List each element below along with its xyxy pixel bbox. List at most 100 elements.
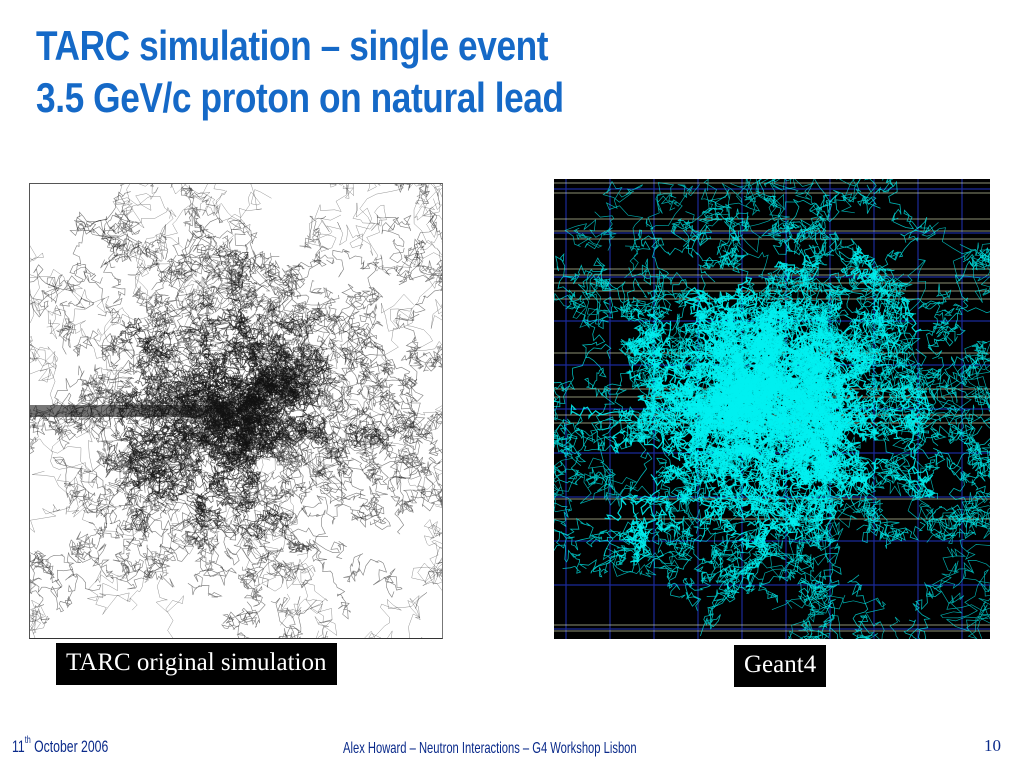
particle-track xyxy=(46,398,116,431)
particle-track xyxy=(224,418,270,448)
particle-track xyxy=(628,271,699,347)
particle-track xyxy=(109,203,174,277)
particle-track xyxy=(427,558,442,586)
particle-track xyxy=(688,420,731,469)
particle-track xyxy=(255,431,343,493)
particle-track xyxy=(252,253,299,301)
particle-track xyxy=(180,184,262,222)
particle-track xyxy=(624,487,693,554)
particle-track xyxy=(219,368,268,396)
particle-track xyxy=(194,532,237,586)
particle-track xyxy=(30,497,141,540)
particle-track xyxy=(422,348,442,372)
particle-track xyxy=(868,375,930,409)
particle-track xyxy=(195,352,251,390)
particle-track xyxy=(808,299,845,411)
particle-track xyxy=(400,345,442,432)
particle-track xyxy=(270,596,304,638)
particle-track xyxy=(947,408,990,467)
particle-track xyxy=(758,467,812,493)
particle-track xyxy=(610,430,695,468)
particle-track xyxy=(168,448,216,497)
particle-track xyxy=(717,208,750,274)
particle-track xyxy=(881,413,929,450)
particle-track xyxy=(792,412,841,505)
geant4-caption: Geant4 xyxy=(734,645,827,687)
particle-track xyxy=(636,394,675,443)
particle-track xyxy=(387,453,441,493)
particle-track xyxy=(126,428,161,468)
particle-track xyxy=(731,468,771,530)
particle-track xyxy=(350,486,383,521)
particle-track xyxy=(718,482,779,522)
particle-track xyxy=(30,409,51,454)
particle-track xyxy=(840,245,886,291)
particle-track xyxy=(207,344,244,434)
particle-track xyxy=(975,393,990,423)
particle-track xyxy=(718,550,814,592)
particle-track xyxy=(805,518,844,549)
particle-track xyxy=(650,416,681,479)
particle-track xyxy=(61,385,135,440)
particle-track xyxy=(198,435,242,466)
particle-track xyxy=(141,224,168,283)
particle-track xyxy=(30,543,91,576)
tarc-tracks-image xyxy=(30,184,442,638)
particle-track xyxy=(239,491,298,541)
particle-track xyxy=(554,295,606,408)
particle-track xyxy=(393,184,442,205)
particle-track xyxy=(161,502,297,592)
particle-track xyxy=(963,437,990,472)
particle-track xyxy=(716,510,775,557)
particle-track xyxy=(85,273,149,397)
particle-track xyxy=(604,494,683,533)
particle-track xyxy=(272,430,303,500)
particle-track xyxy=(128,431,177,477)
particle-track xyxy=(144,331,182,393)
particle-track xyxy=(407,458,442,508)
particle-track xyxy=(694,442,762,486)
particle-track xyxy=(959,459,990,498)
particle-track xyxy=(308,184,354,247)
particle-track xyxy=(221,599,317,638)
particle-track xyxy=(183,515,266,566)
particle-track xyxy=(147,311,187,374)
particle-track xyxy=(284,460,332,505)
particle-track xyxy=(137,373,160,421)
particle-track xyxy=(81,551,153,590)
particle-track xyxy=(349,426,399,449)
particle-track xyxy=(193,219,253,247)
particle-track xyxy=(343,553,403,598)
particle-track xyxy=(712,335,762,406)
particle-track xyxy=(914,311,966,351)
particle-track xyxy=(903,582,943,639)
particle-track xyxy=(570,379,693,432)
particle-track xyxy=(129,446,163,503)
particle-track xyxy=(381,281,442,332)
particle-track xyxy=(346,422,380,448)
particle-track xyxy=(836,179,871,214)
particle-track xyxy=(181,212,232,281)
particle-track xyxy=(784,454,844,527)
particle-track xyxy=(160,235,282,293)
particle-track xyxy=(418,241,442,290)
particle-track xyxy=(778,300,838,358)
particle-track xyxy=(925,356,979,397)
particle-track xyxy=(217,441,273,484)
particle-track xyxy=(218,273,283,320)
particle-track xyxy=(737,354,801,441)
particle-track xyxy=(788,618,830,639)
particle-track xyxy=(893,414,936,499)
particle-track xyxy=(833,324,866,370)
particle-track xyxy=(244,484,306,575)
particle-track xyxy=(311,370,351,417)
particle-track xyxy=(34,409,95,473)
track-group xyxy=(570,245,936,581)
particle-track xyxy=(393,447,436,503)
particle-track xyxy=(799,189,847,243)
particle-track xyxy=(281,593,338,638)
particle-track xyxy=(128,430,196,445)
particle-track xyxy=(700,455,769,515)
particle-track xyxy=(352,358,388,398)
particle-track xyxy=(379,374,426,445)
